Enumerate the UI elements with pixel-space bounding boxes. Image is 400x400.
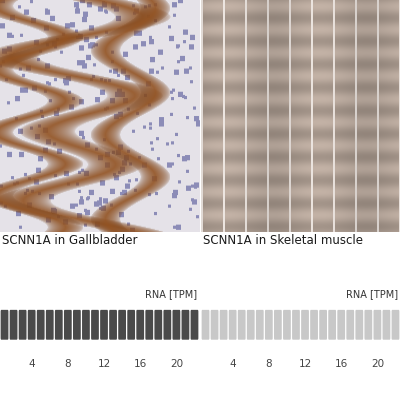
FancyBboxPatch shape xyxy=(274,310,282,340)
FancyBboxPatch shape xyxy=(301,310,309,340)
FancyBboxPatch shape xyxy=(238,310,246,340)
FancyBboxPatch shape xyxy=(374,310,381,340)
FancyBboxPatch shape xyxy=(136,310,144,340)
FancyBboxPatch shape xyxy=(91,310,99,340)
FancyBboxPatch shape xyxy=(28,310,36,340)
FancyBboxPatch shape xyxy=(364,310,372,340)
FancyBboxPatch shape xyxy=(346,310,354,340)
Text: SCNN1A in Skeletal muscle: SCNN1A in Skeletal muscle xyxy=(203,234,363,247)
FancyBboxPatch shape xyxy=(247,310,255,340)
FancyBboxPatch shape xyxy=(118,310,126,340)
FancyBboxPatch shape xyxy=(109,310,117,340)
Text: RNA [TPM]: RNA [TPM] xyxy=(145,289,197,299)
FancyBboxPatch shape xyxy=(1,310,8,340)
Text: 20: 20 xyxy=(170,359,183,369)
FancyBboxPatch shape xyxy=(310,310,318,340)
FancyBboxPatch shape xyxy=(73,310,81,340)
Text: 4: 4 xyxy=(28,359,35,369)
Text: 16: 16 xyxy=(334,359,348,369)
FancyBboxPatch shape xyxy=(154,310,162,340)
FancyBboxPatch shape xyxy=(164,310,171,340)
Text: SCNN1A in Gallbladder: SCNN1A in Gallbladder xyxy=(2,234,138,247)
Text: 8: 8 xyxy=(266,359,272,369)
Text: 16: 16 xyxy=(134,359,147,369)
FancyBboxPatch shape xyxy=(337,310,345,340)
Text: RNA [TPM]: RNA [TPM] xyxy=(346,289,398,299)
FancyBboxPatch shape xyxy=(10,310,18,340)
FancyBboxPatch shape xyxy=(127,310,135,340)
Text: 12: 12 xyxy=(98,359,111,369)
Text: 8: 8 xyxy=(64,359,71,369)
FancyBboxPatch shape xyxy=(328,310,336,340)
Text: 20: 20 xyxy=(371,359,384,369)
FancyBboxPatch shape xyxy=(229,310,236,340)
FancyBboxPatch shape xyxy=(46,310,54,340)
FancyBboxPatch shape xyxy=(319,310,327,340)
Text: 12: 12 xyxy=(298,359,312,369)
FancyBboxPatch shape xyxy=(145,310,153,340)
FancyBboxPatch shape xyxy=(211,310,218,340)
FancyBboxPatch shape xyxy=(172,310,180,340)
Text: 4: 4 xyxy=(229,359,236,369)
FancyBboxPatch shape xyxy=(19,310,26,340)
FancyBboxPatch shape xyxy=(265,310,273,340)
FancyBboxPatch shape xyxy=(64,310,72,340)
FancyBboxPatch shape xyxy=(356,310,363,340)
FancyBboxPatch shape xyxy=(37,310,44,340)
FancyBboxPatch shape xyxy=(82,310,90,340)
FancyBboxPatch shape xyxy=(182,310,189,340)
FancyBboxPatch shape xyxy=(292,310,300,340)
FancyBboxPatch shape xyxy=(392,310,399,340)
FancyBboxPatch shape xyxy=(202,310,210,340)
FancyBboxPatch shape xyxy=(256,310,264,340)
FancyBboxPatch shape xyxy=(382,310,390,340)
FancyBboxPatch shape xyxy=(100,310,108,340)
FancyBboxPatch shape xyxy=(220,310,228,340)
FancyBboxPatch shape xyxy=(55,310,63,340)
FancyBboxPatch shape xyxy=(283,310,291,340)
FancyBboxPatch shape xyxy=(190,310,198,340)
